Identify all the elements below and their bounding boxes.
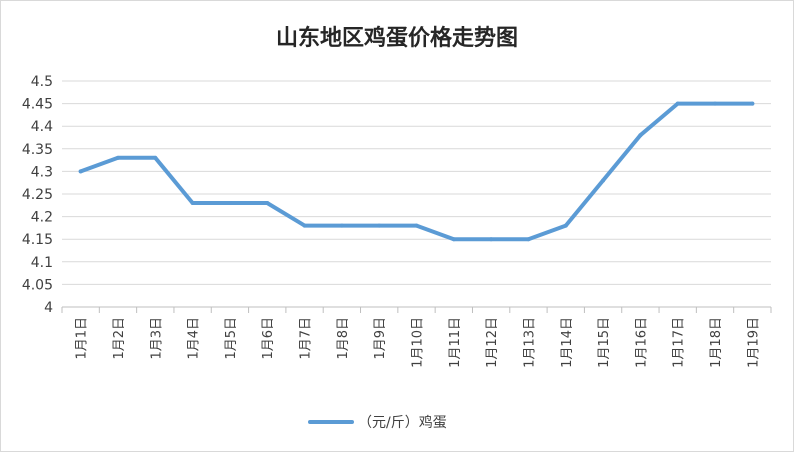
x-tick-label-16: 1月17日: [672, 317, 687, 368]
data-point-10: [451, 237, 456, 242]
x-tick-label-10: 1月11日: [448, 317, 463, 368]
x-tick-label-3: 1月4日: [187, 317, 202, 360]
y-tick-label-4: 4.3: [31, 164, 53, 180]
x-tick-label-1: 1月2日: [112, 317, 127, 360]
data-point-16: [675, 101, 680, 106]
y-tick-label-6: 4.2: [31, 210, 53, 226]
chart-title: 山东地区鸡蛋价格走势图: [276, 25, 518, 51]
y-tick-label-5: 4.25: [22, 187, 53, 203]
y-tick-label-10: 4: [44, 300, 53, 316]
x-tick-label-15: 1月16日: [634, 317, 649, 368]
data-point-1: [115, 155, 120, 160]
x-tick-label-5: 1月6日: [261, 317, 276, 360]
x-tick-label-12: 1月13日: [522, 317, 537, 368]
x-tick-label-0: 1月1日: [75, 317, 90, 360]
series-lines: [78, 101, 755, 242]
data-point-13: [563, 223, 568, 228]
y-tick-label-1: 4.45: [22, 97, 53, 113]
data-point-7: [339, 223, 344, 228]
y-axis-ticks: 4.5 4.45 4.4 4.35 4.3 4.25 4.2 4.15 4.1 4.05 4: [22, 74, 53, 316]
x-axis-ticks: 1月1日 1月2日 1月3日 1月4日 1月5日 1月6日 1月7日 1月8日 1月9日 1月10…: [61, 307, 772, 368]
data-point-5: [265, 201, 270, 206]
y-tick-label-8: 4.1: [31, 255, 53, 271]
data-point-12: [526, 237, 531, 242]
data-point-2: [153, 155, 158, 160]
x-tick-label-17: 1月18日: [709, 317, 724, 368]
x-tick-label-14: 1月15日: [597, 317, 612, 368]
data-point-3: [190, 201, 195, 206]
data-point-8: [377, 223, 382, 228]
y-tick-label-0: 4.5: [31, 74, 53, 90]
y-tick-label-3: 4.35: [22, 142, 53, 158]
data-point-0: [78, 169, 83, 174]
data-point-15: [638, 133, 643, 138]
x-tick-label-9: 1月10日: [411, 317, 426, 368]
data-point-4: [227, 201, 232, 206]
x-tick-label-2: 1月3日: [149, 317, 164, 360]
legend-label: （元/斤）鸡蛋: [358, 414, 447, 431]
y-tick-label-7: 4.15: [22, 232, 53, 248]
x-tick-label-18: 1月19日: [746, 317, 761, 368]
legend: （元/斤）鸡蛋: [308, 414, 447, 431]
y-tick-label-9: 4.05: [22, 277, 53, 293]
x-tick-label-7: 1月8日: [336, 317, 351, 360]
data-point-9: [414, 223, 419, 228]
x-tick-label-8: 1月9日: [373, 317, 388, 360]
data-point-14: [601, 178, 606, 183]
data-point-17: [713, 101, 718, 106]
data-point-11: [489, 237, 494, 242]
x-tick-label-11: 1月12日: [485, 317, 500, 368]
data-point-6: [302, 223, 307, 228]
y-tick-label-2: 4.4: [31, 119, 53, 135]
x-tick-label-4: 1月5日: [224, 317, 239, 360]
data-point-18: [750, 101, 755, 106]
gridlines: [62, 80, 771, 308]
x-tick-label-6: 1月7日: [299, 317, 314, 360]
x-tick-label-13: 1月14日: [560, 317, 575, 368]
